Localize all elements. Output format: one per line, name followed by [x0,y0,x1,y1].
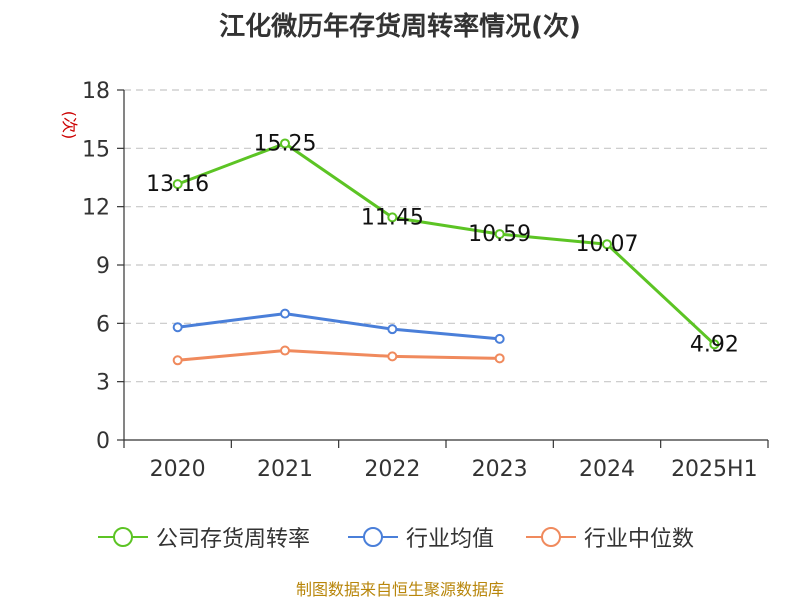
data-point-industry-median [494,353,505,364]
data-label: 11.45 [361,205,424,230]
data-point-company [709,339,720,350]
legend-item-company[interactable]: 公司存货周转率 [96,520,310,554]
legend-label-company: 公司存货周转率 [156,527,311,552]
x-tick-label: 2021 [257,457,313,482]
series-lines [172,138,720,366]
legend-swatch-industry-avg [348,527,398,547]
data-label: 15.25 [254,131,317,156]
series-line-company [177,141,716,346]
x-tick-label: 2025H1 [671,457,758,482]
x-tick-label: 2024 [579,457,635,482]
data-label: 13.16 [146,172,209,197]
y-tick-label: 0 [96,429,110,454]
legend-item-industry-median[interactable]: 行业中位数 [524,520,694,554]
data-source: 制图数据来自恒生聚源数据库 [295,580,504,599]
data-point-industry-median [280,345,290,356]
data-point-company [172,179,183,190]
legend-item-industry-avg[interactable]: 行业均值 [346,520,494,554]
data-point-company [387,212,398,223]
y-tick-label: 15 [82,137,110,162]
chart-title: 江化微历年存货周转率情况(次) [219,12,581,42]
y-tick-label: 12 [82,196,110,221]
grid-lines [124,89,768,383]
series-line-industry-median [177,349,500,362]
legend-swatch-industry-median [526,527,576,547]
y-tick-label: 9 [96,254,110,279]
legend: 公司存货周转率 行业均值 行业中位数 [0,520,800,554]
data-point-industry-median [172,355,183,366]
x-tick-label: 2022 [364,457,420,482]
y-tick-label: 3 [96,371,110,396]
data-point-industry-avg [387,324,398,335]
data-point-industry-avg [494,333,505,344]
series-line-industry-avg [177,312,500,341]
data-labels: 13.16 15.25 11.45 10.59 10.07 4.92 [146,131,739,357]
data-point-industry-avg [172,322,183,333]
data-point-industry-median [387,351,398,362]
data-point-company [494,229,505,240]
data-label: 4.92 [690,332,739,357]
data-point-industry-avg [280,308,290,319]
y-tick-label: 6 [96,312,110,337]
data-point-company [280,138,290,149]
legend-label-industry-median: 行业中位数 [584,527,695,552]
x-tick-label: 2023 [472,457,528,482]
legend-label-industry-avg: 行业均值 [406,527,495,552]
y-axis-label: (次) [60,111,79,140]
legend-swatch-company [98,527,148,547]
data-label: 10.59 [468,222,531,247]
data-label: 10.07 [576,232,639,257]
data-point-company [602,239,612,250]
y-tick-label: 18 [82,79,110,104]
x-tick-label: 2020 [150,457,206,482]
axes: 0 3 6 9 12 15 18(次) 2020 2021 2022 2023 2024 2025H1 [60,79,769,482]
